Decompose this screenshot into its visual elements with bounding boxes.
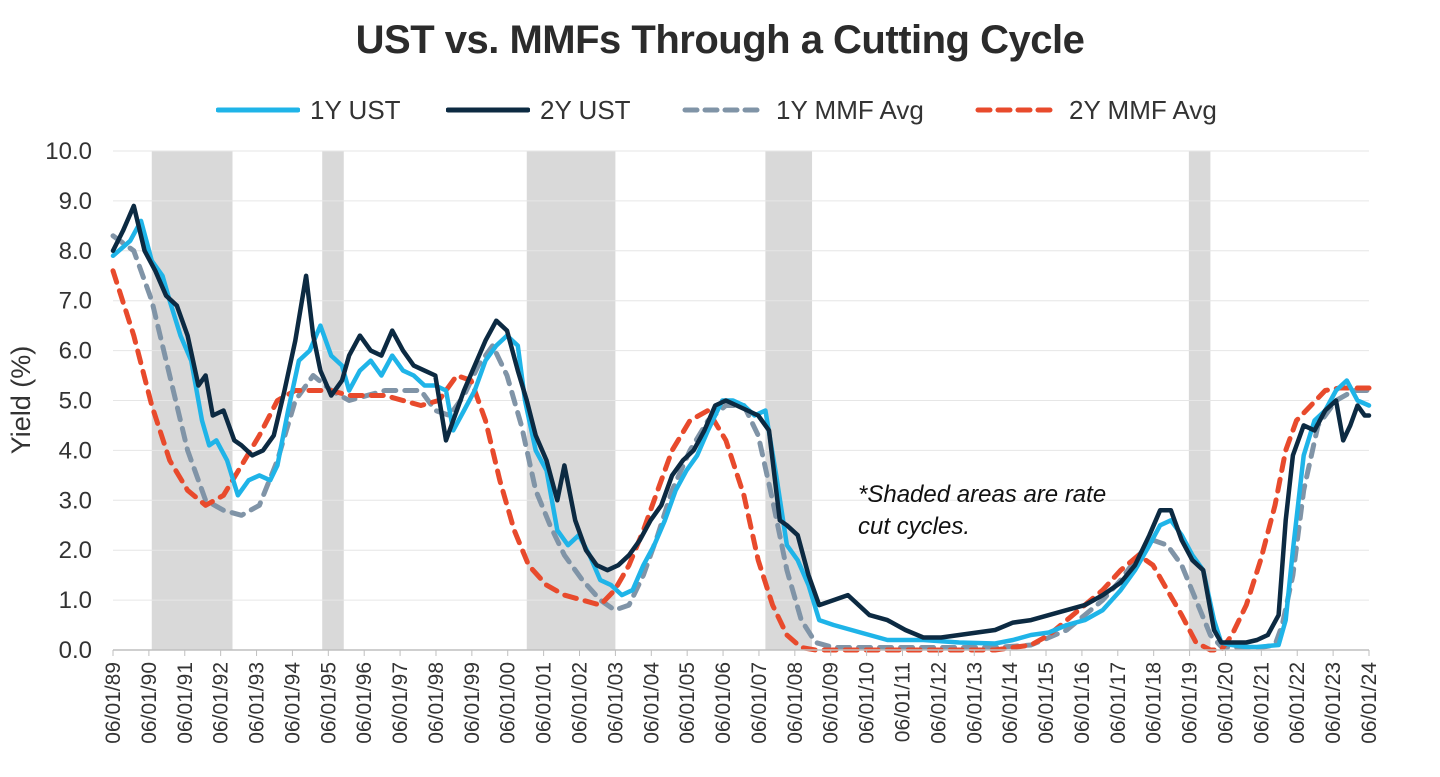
x-tick-label: 06/01/06 xyxy=(712,662,735,744)
y-tick-label: 2.0 xyxy=(59,537,92,564)
x-tick-label: 06/01/21 xyxy=(1250,662,1273,744)
x-tick-label: 06/01/01 xyxy=(533,662,556,744)
x-tick-label: 06/01/12 xyxy=(927,662,950,744)
chart-title: UST vs. MMFs Through a Cutting Cycle xyxy=(355,18,1085,62)
y-tick-label: 1.0 xyxy=(59,587,92,614)
legend: 1Y UST 2Y UST 1Y MMF Avg 2Y MMF Avg xyxy=(0,92,1440,128)
x-tick-label: 06/01/22 xyxy=(1286,662,1309,744)
series-lines xyxy=(110,203,1372,653)
legend-item-2y-ust: 2Y UST xyxy=(446,92,631,128)
x-tick-label: 06/01/90 xyxy=(138,662,161,744)
x-tick-label: 06/01/92 xyxy=(210,662,233,744)
x-tick-label: 06/01/07 xyxy=(748,662,771,744)
gridlines xyxy=(113,150,1369,601)
y-tick-label: 6.0 xyxy=(59,338,92,365)
x-tick-label: 06/01/97 xyxy=(389,662,412,744)
x-tick-label: 06/01/17 xyxy=(1107,662,1130,744)
x-tick-label: 06/01/14 xyxy=(999,662,1022,744)
x-tick-label: 06/01/05 xyxy=(676,662,699,744)
annotation-line-2: cut cycles. xyxy=(858,513,970,540)
x-tick-label: 06/01/09 xyxy=(820,662,843,744)
y-tick-label: 5.0 xyxy=(59,388,92,415)
x-tick-label: 06/01/15 xyxy=(1035,662,1058,744)
x-tick-label: 06/01/08 xyxy=(784,662,807,744)
x-tick-label: 06/01/23 xyxy=(1322,662,1345,744)
x-tick-label: 06/01/20 xyxy=(1214,662,1237,744)
axes xyxy=(112,649,1370,656)
legend-item-1y-ust: 1Y UST xyxy=(216,92,401,128)
y-tick-label: 8.0 xyxy=(59,238,92,265)
legend-label-2y-ust: 2Y UST xyxy=(540,94,631,125)
legend-item-2y-mmf-avg: 2Y MMF Avg xyxy=(975,92,1217,128)
legend-swatch-2y-ust xyxy=(446,107,530,113)
x-tick-label: 06/01/91 xyxy=(174,662,197,744)
series-line-2y-ust xyxy=(110,203,1372,645)
legend-swatch-1y-ust xyxy=(216,107,300,113)
x-tick-labels: 06/01/89 06/01/90 06/01/91 06/01/92 06/01/93… xyxy=(102,662,1381,744)
y-axis-label: Yield (%) xyxy=(6,346,36,455)
x-tick-label: 06/01/13 xyxy=(963,662,986,744)
legend-label-1y-mmf-avg: 1Y MMF Avg xyxy=(776,94,924,125)
y-tick-label: 4.0 xyxy=(59,437,92,464)
series-line-2y-mmf-avg xyxy=(110,268,1372,653)
series-line-1y-ust xyxy=(110,218,1372,650)
annotation-line-1: *Shaded areas are rate xyxy=(858,481,1106,508)
y-tick-label: 3.0 xyxy=(59,487,92,514)
y-tick-label: 0.0 xyxy=(59,637,92,664)
x-tick-label: 06/01/16 xyxy=(1071,662,1094,744)
x-tick-label: 06/01/02 xyxy=(569,662,592,744)
x-tick-label: 06/01/96 xyxy=(353,662,376,744)
x-tick-label: 06/01/10 xyxy=(856,662,879,744)
legend-label-2y-mmf-avg: 2Y MMF Avg xyxy=(1069,94,1217,125)
x-tick-label: 06/01/04 xyxy=(640,662,663,744)
x-tick-label: 06/01/99 xyxy=(461,662,484,744)
x-tick-label: 06/01/94 xyxy=(281,662,304,744)
x-tick-label: 06/01/11 xyxy=(891,662,914,742)
y-tick-label: 10.0 xyxy=(45,138,92,165)
x-tick-label: 06/01/93 xyxy=(246,662,269,744)
x-tick-label: 06/01/19 xyxy=(1179,662,1202,744)
x-tick-label: 06/01/95 xyxy=(317,662,340,744)
y-tick-label: 7.0 xyxy=(59,288,92,315)
y-tick-label: 9.0 xyxy=(59,188,92,215)
x-tick-label: 06/01/24 xyxy=(1358,662,1381,744)
x-tick-label: 06/01/98 xyxy=(425,662,448,744)
x-tick-label: 06/01/03 xyxy=(604,662,627,744)
legend-swatch-2y-mmf-avg xyxy=(975,107,1059,113)
x-tick-label: 06/01/18 xyxy=(1143,662,1166,744)
x-tick-label: 06/01/89 xyxy=(102,662,125,744)
x-tick-label: 06/01/00 xyxy=(497,662,520,744)
y-tick-labels: 0.0 1.0 2.0 3.0 4.0 5.0 6.0 7.0 8.0 9.0 10.0 xyxy=(45,138,92,664)
legend-label-1y-ust: 1Y UST xyxy=(310,94,401,125)
legend-swatch-1y-mmf-avg xyxy=(682,107,766,113)
legend-item-1y-mmf-avg: 1Y MMF Avg xyxy=(682,92,924,128)
